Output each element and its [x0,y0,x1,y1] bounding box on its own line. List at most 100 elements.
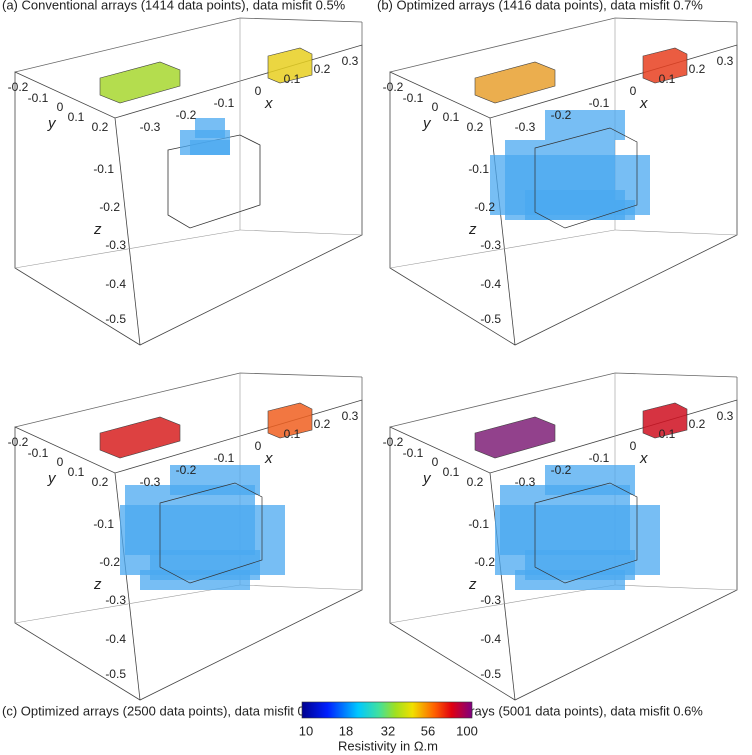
panel-title: (a) Conventional arrays (1414 data point… [2,0,346,12]
bar-anomaly [474,61,556,104]
x-tick-label: -0.2 [176,108,197,122]
resistivity-body [170,465,260,495]
bar-anomaly [474,416,556,459]
x-axis-label: x [264,95,273,112]
z-tick-label: -0.3 [105,238,126,252]
x-tick-label: 0.3 [342,409,359,423]
x-tick-label: -0.2 [551,108,572,122]
y-tick-label: 0.1 [443,110,460,124]
box-anomaly [267,402,313,439]
panel-title: (b) Optimized arrays (1416 data points),… [377,0,703,12]
box-edge [114,472,141,701]
panel: (d) Optimized arrays (5001 data points),… [377,372,738,718]
y-tick-label: 0.2 [467,475,484,489]
x-tick-label: 0.1 [659,72,676,86]
x-tick-label: 0.3 [717,54,734,68]
z-tick-label: -0.3 [105,593,126,607]
y-tick-label: -0.1 [28,446,49,460]
z-tick-label: -0.3 [480,238,501,252]
box-edge [239,229,363,236]
colorbar-tick: 32 [381,723,395,738]
y-axis-label: y [422,115,432,132]
y-tick-label: -0.1 [28,91,49,105]
y-tick-label: 0 [57,100,64,114]
y-axis-label: y [422,470,432,487]
y-tick-label: -0.2 [383,80,404,94]
z-axis-label: z [468,221,477,238]
colorbar-tick: 10 [299,723,313,738]
target-box [534,482,638,584]
z-tick-label: -0.4 [480,632,501,646]
box-edge [14,229,241,269]
z-tick-label: -0.5 [105,312,126,326]
box-edge [489,472,516,701]
z-tick-label: -0.4 [105,277,126,291]
colorbar-tick: 18 [339,723,353,738]
resistivity-body [190,140,230,155]
box-edge [14,584,241,624]
resistivity-body [195,118,225,138]
x-tick-label: -0.1 [214,451,235,465]
x-tick-label: 0 [255,84,262,98]
z-tick-label: -0.2 [474,555,495,569]
x-tick-label: -0.2 [176,463,197,477]
resistivity-body [525,550,635,580]
box-edge [614,584,738,591]
z-tick-label: -0.4 [105,632,126,646]
z-tick-label: -0.1 [468,517,489,531]
box-anomaly [642,47,688,84]
x-tick-label: -0.3 [515,120,536,134]
x-tick-label: -0.3 [140,475,161,489]
z-tick-label: -0.3 [480,593,501,607]
y-tick-label: 0.1 [68,110,85,124]
z-tick-label: -0.2 [99,555,120,569]
y-tick-label: -0.2 [8,435,29,449]
x-tick-label: -0.1 [589,96,610,110]
y-tick-label: -0.2 [8,80,29,94]
x-tick-label: -0.1 [589,451,610,465]
target-box [167,134,261,229]
colorbar [301,701,473,719]
x-tick-label: 0.2 [314,417,331,431]
z-axis-label: z [93,221,102,238]
y-tick-label: 0.2 [92,475,109,489]
y-tick-label: 0.1 [68,465,85,479]
box-edge [389,584,616,624]
y-tick-label: -0.2 [383,435,404,449]
x-tick-label: 0 [255,439,262,453]
target-box [159,482,263,584]
z-tick-label: -0.5 [480,312,501,326]
y-tick-label: 0 [57,455,64,469]
resistivity-body [525,190,625,220]
x-tick-label: 0.3 [342,54,359,68]
bar-anomaly [99,416,181,459]
x-tick-label: 0.1 [284,427,301,441]
box-edge [239,584,363,591]
z-axis-label: z [468,576,477,593]
z-tick-label: -0.2 [474,200,495,214]
x-tick-label: 0.1 [659,427,676,441]
z-tick-label: -0.5 [105,667,126,681]
bar-anomaly [99,61,181,104]
y-tick-label: 0.1 [443,465,460,479]
box-edge [114,117,141,346]
colorbar-tick: 100 [456,723,478,738]
x-tick-label: 0.1 [284,72,301,86]
y-tick-label: 0 [432,455,439,469]
y-tick-label: 0.2 [92,120,109,134]
target-box [534,127,638,229]
z-tick-label: -0.2 [99,200,120,214]
x-tick-label: 0 [630,84,637,98]
z-tick-label: -0.5 [480,667,501,681]
colorbar-tick: 56 [421,723,435,738]
y-tick-label: 0 [432,100,439,114]
box-edge [614,229,738,236]
z-tick-label: -0.1 [93,517,114,531]
z-tick-label: -0.4 [480,277,501,291]
resistivity-body [545,465,635,495]
colorbar-label: Resistivity in Ω.m [338,738,438,753]
panel: (a) Conventional arrays (1414 data point… [2,0,363,346]
x-axis-label: x [639,95,648,112]
x-axis-label: x [264,450,273,467]
